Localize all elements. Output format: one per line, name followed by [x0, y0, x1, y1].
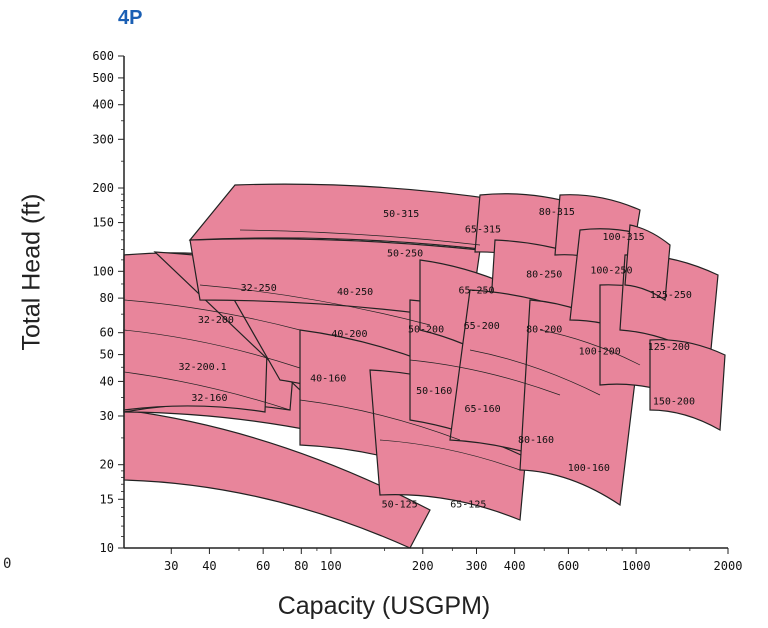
x-tick-label: 600 — [558, 559, 580, 573]
x-tick-label: 2000 — [714, 559, 743, 573]
impeller-curve — [469, 349, 601, 396]
coverage-region — [649, 339, 726, 431]
y-tick-label: 20 — [100, 458, 114, 472]
model-label: 100-160 — [568, 463, 610, 474]
y-tick-label: 200 — [92, 181, 114, 195]
x-tick-label: 1000 — [622, 559, 651, 573]
model-label: 80-315 — [539, 207, 575, 218]
x-tick-label: 300 — [466, 559, 488, 573]
y-tick-label: 300 — [92, 132, 114, 146]
model-label: 32-200.1 — [179, 362, 227, 373]
coverage-regions — [123, 183, 726, 549]
impeller-curve — [123, 371, 291, 411]
model-label: 100-200 — [579, 347, 621, 358]
model-label: 125-250 — [650, 290, 692, 301]
model-label: 32-160 — [191, 393, 227, 404]
x-tick-label: 80 — [294, 559, 308, 573]
impeller-curve — [123, 299, 301, 331]
y-tick-label: 60 — [100, 326, 114, 340]
x-tick-label: 400 — [504, 559, 526, 573]
y-tick-label: 80 — [100, 291, 114, 305]
y-tick-label: 10 — [100, 541, 114, 555]
impeller-curve — [299, 399, 461, 441]
y-tick-label: 50 — [100, 348, 114, 362]
model-label: 80-160 — [518, 435, 554, 446]
x-tick-label: 40 — [202, 559, 216, 573]
x-tick-label: 60 — [256, 559, 270, 573]
chart-title: 4P — [118, 7, 143, 29]
model-label: 50-160 — [416, 386, 452, 397]
model-label: 65-160 — [464, 404, 500, 415]
y-tick-label: 500 — [92, 71, 114, 85]
model-label: 65-125 — [450, 500, 486, 511]
y-tick-label: 100 — [92, 264, 114, 278]
model-labels: 32-160 32-200.1 32-200 32-250 40-160 40-200 40… — [179, 207, 695, 511]
y-tick-label: 30 — [100, 409, 114, 423]
y-tick-label: 400 — [92, 98, 114, 112]
x-tick-label: 30 — [164, 559, 178, 573]
axis-fragment: 0 — [3, 556, 12, 572]
model-label: 40-160 — [310, 373, 346, 384]
model-label: 65-250 — [458, 286, 494, 297]
model-label: 50-200 — [408, 325, 444, 336]
model-label: 65-200 — [464, 321, 500, 332]
y-tick-label: 150 — [92, 216, 114, 230]
impeller-curve — [199, 284, 431, 326]
model-label: 40-250 — [337, 287, 373, 298]
x-axis-label: Capacity (USGPM) — [277, 592, 491, 620]
model-label: 32-200 — [198, 315, 234, 326]
y-tick-label: 600 — [92, 49, 114, 63]
impeller-curve — [539, 329, 641, 366]
x-tick-label: 100 — [320, 559, 342, 573]
impeller-curve — [239, 229, 481, 246]
chart-axes: 10 15 20 30 40 50 60 80 100 150 200 300 400 500 600 30 4… — [92, 49, 742, 573]
x-tick-label: 200 — [412, 559, 434, 573]
model-label: 50-315 — [383, 209, 419, 220]
model-label: 50-125 — [382, 500, 418, 511]
impeller-curve — [379, 439, 521, 471]
model-label: 80-200 — [526, 325, 562, 336]
model-label: 50-250 — [387, 249, 423, 260]
impeller-curve — [409, 359, 561, 396]
model-label: 40-200 — [331, 329, 367, 340]
model-label: 100-315 — [603, 232, 645, 243]
coverage-region — [123, 409, 431, 549]
model-label: 150-200 — [653, 397, 695, 408]
impeller-curve — [123, 329, 301, 369]
model-label: 125-200 — [648, 342, 690, 353]
model-label: 32-250 — [241, 283, 277, 294]
y-tick-label: 40 — [100, 374, 114, 388]
model-label: 100-250 — [590, 266, 632, 277]
model-label: 80-250 — [526, 269, 562, 280]
coverage-region — [624, 224, 671, 302]
y-tick-label: 15 — [100, 492, 114, 506]
model-label: 65-315 — [465, 225, 501, 236]
